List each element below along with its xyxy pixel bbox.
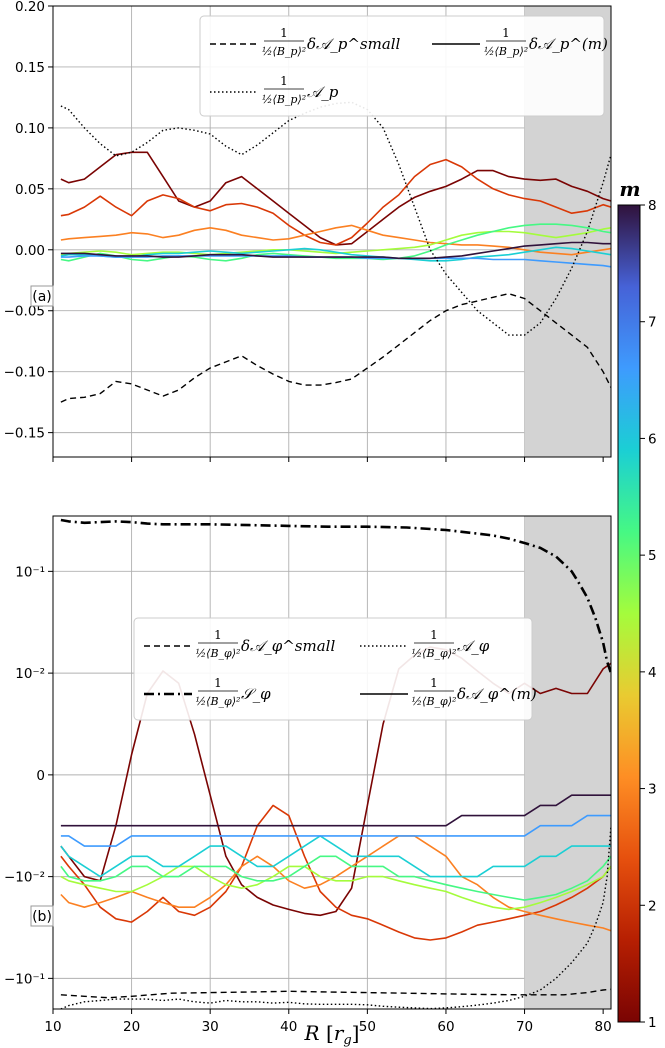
series-line-m=8 (60, 241, 611, 260)
legend-entry-label: 𝒜_φ (457, 637, 490, 655)
legend-entry-label: 𝒮_φ (241, 685, 271, 703)
series-line-m=3 (60, 224, 611, 256)
legend-frac-den: ½⟨B_φ⟩² (196, 695, 241, 708)
legend-frac-num: 1 (280, 26, 288, 40)
legend-frac-den: ½⟨B_φ⟩² (196, 647, 241, 660)
panel-a-lines (60, 101, 611, 403)
colorbar-tick-label: 5 (648, 548, 657, 564)
y-tick-label: −0.05 (4, 304, 45, 320)
panel-b-lines (60, 518, 611, 1009)
series-line-m=2 (60, 158, 611, 246)
series-line-m=8 (60, 794, 611, 827)
y-tick-label: 10⁻² (15, 666, 45, 682)
y-tick-label: −10⁻² (4, 870, 45, 886)
legend-frac-num: 1 (214, 676, 222, 690)
series-line-m=7 (60, 814, 611, 847)
x-tick-label: 40 (280, 1019, 297, 1035)
legend-box (133, 617, 533, 721)
legend-frac-num: 1 (502, 26, 510, 40)
colorbar-tick-label: 2 (648, 898, 657, 914)
legend-frac-num: 1 (430, 628, 438, 642)
panel-a-frame (52, 5, 612, 458)
panel-a-tag-label: (a) (32, 289, 52, 305)
colorbar-tick-label: 7 (648, 315, 657, 331)
colorbar-ticks: 1 2 3 4 5 6 7 8 (640, 198, 657, 1031)
legend-frac-num: 1 (430, 676, 438, 690)
x-tick-label: 60 (437, 1019, 454, 1035)
colorbar-tick-label: 1 (648, 1015, 657, 1031)
y-tick-label: 0 (36, 768, 45, 784)
series-line-m=5 (60, 855, 611, 901)
colorbar-gradient (617, 204, 641, 1023)
y-tick-label: −10⁻¹ (4, 971, 45, 987)
legend-frac-den: ½⟨B_p⟩² (262, 45, 306, 58)
series-line- (60, 518, 611, 674)
series-line-m=6 (60, 246, 611, 262)
series-line-psmall (60, 293, 611, 403)
panel-a-ticks: 0.20 0.15 0.10 0.05 0.00 −0.05 −0.10 −0.15 (4, 0, 604, 462)
series-line-m=5 (60, 223, 611, 262)
legend-frac-den: ½⟨B_φ⟩² (412, 647, 457, 660)
y-tick-label: 0.00 (15, 243, 45, 259)
series-line- (60, 825, 611, 1009)
panel-b-tag-label: (b) (32, 909, 52, 925)
legend-frac-den: ½⟨B_φ⟩² (412, 695, 457, 708)
y-tick-label: 0.15 (15, 60, 45, 76)
x-axis-label: R [rg] (304, 1021, 360, 1048)
panel-b-shaded-region (524, 516, 611, 1009)
series-line-p (60, 101, 611, 336)
legend-frac-num: 1 (214, 628, 222, 642)
legend-entry-label: δ𝒜_φ^small (241, 637, 335, 655)
colorbar: m 1 2 3 4 5 6 7 8 (617, 177, 657, 1031)
legend-entry-label: δ𝒜_p^(m) (529, 35, 608, 53)
y-tick-label: −0.15 (4, 426, 45, 442)
legend-entry-label: 𝒜_p (307, 83, 339, 101)
colorbar-tick-label: 8 (648, 198, 657, 214)
series-line-m=6 (60, 835, 611, 878)
y-tick-label: 0.20 (15, 0, 45, 15)
x-tick-label: 20 (123, 1019, 140, 1035)
series-line-m=4 (60, 227, 611, 256)
legend-frac-den: ½⟨B_p⟩² (262, 93, 306, 106)
x-tick-label: 80 (595, 1019, 612, 1035)
x-tick-label: 30 (202, 1019, 219, 1035)
series-line-m=2 (60, 804, 611, 941)
series-line-m=4 (60, 865, 611, 911)
x-tick-label: 50 (359, 1019, 376, 1035)
y-tick-label: 0.10 (15, 121, 45, 137)
series-line-m=3 (60, 835, 611, 932)
colorbar-tick-label: 6 (648, 431, 657, 447)
legend-frac-num: 1 (280, 74, 288, 88)
panel-a-tag: (a) (30, 285, 54, 307)
legend-frac-den: ½⟨B_p⟩² (484, 45, 528, 58)
panel-b-frame (52, 515, 612, 1010)
svg-text:R [rg]: R [rg] (304, 1021, 360, 1048)
y-tick-label: 10⁻¹ (15, 564, 45, 580)
y-tick-label: −0.10 (4, 365, 45, 381)
legend-entry-label: δ𝒜_φ^(m) (457, 685, 537, 703)
x-tick-label: 10 (44, 1019, 61, 1035)
legend-entry-label: δ𝒜_p^small (307, 35, 401, 53)
panel-b-tag: (b) (30, 905, 54, 927)
legend-box (199, 15, 605, 117)
x-tick-label: 70 (516, 1019, 533, 1035)
panel-a: 0.200.150.100.050.00−0.05−0.10−0.15 (a) … (4, 0, 612, 462)
colorbar-tick-label: 4 (648, 665, 657, 681)
x-axis-label-text: R (304, 1021, 320, 1045)
colorbar-label: m (619, 177, 640, 201)
colorbar-tick-label: 3 (648, 782, 657, 798)
y-tick-label: 0.05 (15, 182, 45, 198)
panel-b-ticks: 10 20 30 40 50 60 70 80 10⁻¹ 10⁻² 0 −10⁻² −10⁻¹ (4, 564, 612, 1035)
